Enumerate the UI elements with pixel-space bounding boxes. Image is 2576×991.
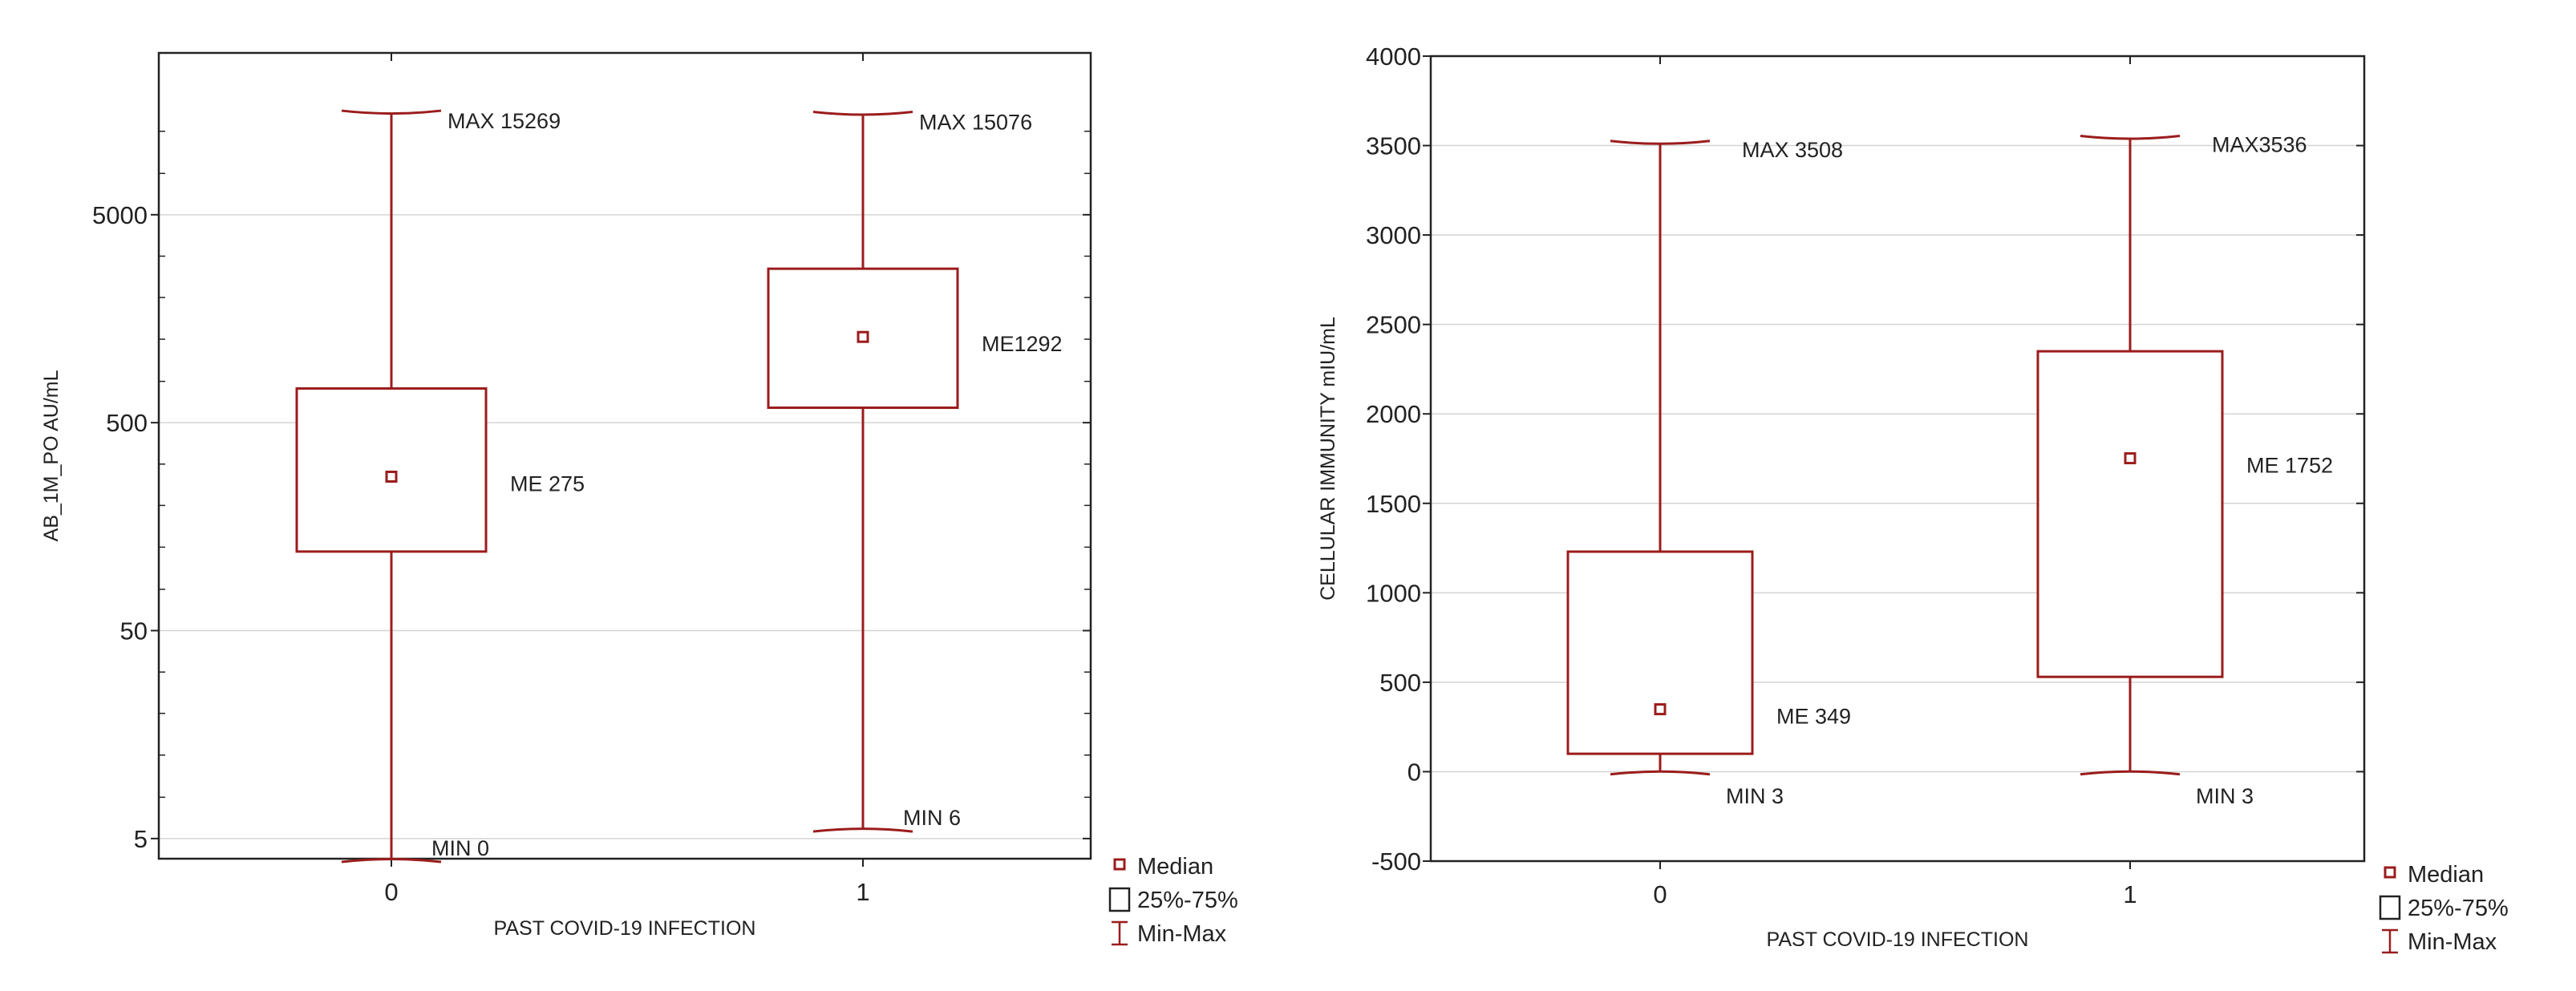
y-tick-label: 50 [120, 617, 148, 645]
whisker-cap-min [341, 858, 442, 864]
legend-median-symbol [2384, 866, 2396, 879]
median-marker [857, 330, 869, 343]
y-tick-label: 1500 [1366, 490, 1421, 518]
whisker-cap-min [2080, 770, 2181, 776]
legend-median-symbol [1113, 858, 1126, 871]
y-tick-label: 5000 [92, 201, 148, 229]
max-label: MAX 15076 [919, 111, 1032, 135]
median-label: ME 349 [1776, 705, 1851, 729]
legend-label: Median [2408, 862, 2484, 888]
median-marker [1654, 703, 1667, 716]
antibody-boxplot-chart: 5 50 500 5000 0 1 PAST COVID-19 INFECTION AB_1M… [40, 51, 1238, 947]
legend-label: 25%-75% [2408, 896, 2509, 921]
y-tick-label: 4000 [1366, 42, 1421, 71]
x-axis-title: PAST COVID-19 INFECTION [1767, 928, 2029, 951]
whisker-cap-max [2080, 135, 2181, 140]
x-tick-label: 1 [856, 878, 869, 906]
y-tick-label: 1000 [1366, 579, 1421, 607]
iqr-box [2036, 350, 2224, 678]
x-axis-title: PAST COVID-19 INFECTION [494, 917, 756, 940]
legend-label: Median [1137, 854, 1213, 880]
y-tick-label: 3000 [1366, 221, 1421, 249]
whisker-cap-max [812, 111, 913, 116]
max-label: MAX 15269 [448, 109, 561, 133]
plot-frame [157, 51, 1092, 860]
iqr-box [295, 387, 488, 553]
min-label: MIN 0 [431, 836, 489, 860]
y-tick-label: 500 [106, 409, 148, 437]
legend-label: 25%-75% [1137, 888, 1238, 913]
legend-box-symbol [1108, 887, 1131, 912]
y-tick-label: 5 [134, 825, 148, 853]
median-label: ME 1752 [2246, 454, 2333, 478]
whisker-cap-max [341, 109, 442, 115]
median-marker [2124, 452, 2137, 465]
legend-box-symbol [2379, 895, 2401, 920]
min-label: MIN 3 [1726, 784, 1784, 808]
iqr-box [1566, 550, 1754, 755]
x-tick-label: 0 [384, 878, 398, 906]
min-label: MIN 3 [2196, 784, 2254, 808]
y-tick-label: 500 [1379, 669, 1421, 697]
median-label: ME1292 [982, 332, 1063, 356]
legend-label: Min-Max [1137, 921, 1227, 947]
min-label: MIN 6 [903, 806, 961, 830]
max-label: MAX 3508 [1742, 138, 1843, 162]
x-tick-label: 1 [2123, 880, 2137, 908]
x-tick-label: 0 [1653, 880, 1667, 908]
legend-label: Min-Max [2408, 929, 2497, 955]
cellular-immunity-boxplot-chart: -500 0 500 1000 1500 2000 2500 3000 3500 4000 0 1 PA… [1317, 42, 2509, 955]
y-tick-label: -500 [1371, 847, 1421, 876]
y-tick-label: 3500 [1366, 132, 1421, 160]
y-tick-label: 2500 [1366, 311, 1421, 339]
median-marker [385, 471, 398, 483]
median-label: ME 275 [510, 472, 585, 496]
max-label: MAX3536 [2212, 133, 2307, 157]
y-tick-label: 0 [1407, 758, 1421, 786]
whisker-cap-min [1610, 770, 1711, 776]
y-axis-title: AB_1M_PO AU/mL [40, 370, 63, 541]
plot-frame [1429, 55, 2366, 863]
y-axis-title: CELLULAR IMMUNITY mIU/mL [1317, 317, 1339, 601]
whisker-cap-min [812, 827, 913, 833]
whisker-cap-max [1610, 140, 1711, 145]
y-tick-label: 2000 [1366, 400, 1421, 428]
